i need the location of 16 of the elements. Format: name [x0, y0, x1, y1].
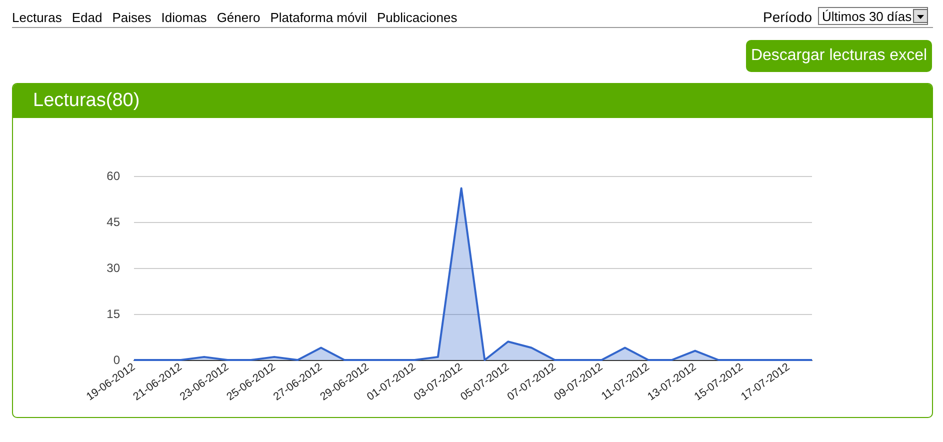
text: Período — [763, 9, 812, 25]
y-tick-label: 30 — [106, 261, 120, 275]
text: Últimos 30 días — [818, 7, 928, 25]
text: Idiomas — [161, 10, 207, 25]
y-tick-label: 60 — [106, 169, 120, 183]
text: Descargar lecturas excel — [746, 40, 932, 72]
chart-title: Lecturas(80) — [13, 84, 932, 118]
y-tick-label: 15 — [106, 307, 120, 321]
text: Publicaciones — [377, 10, 458, 25]
text: Plataforma móvil — [270, 10, 367, 25]
y-tick-label: 45 — [106, 215, 120, 229]
y-tick-label: 0 — [113, 353, 120, 367]
text: Lecturas — [12, 10, 62, 25]
text: Género — [216, 10, 260, 25]
text: Paises — [112, 10, 152, 25]
text: Edad — [72, 10, 102, 25]
